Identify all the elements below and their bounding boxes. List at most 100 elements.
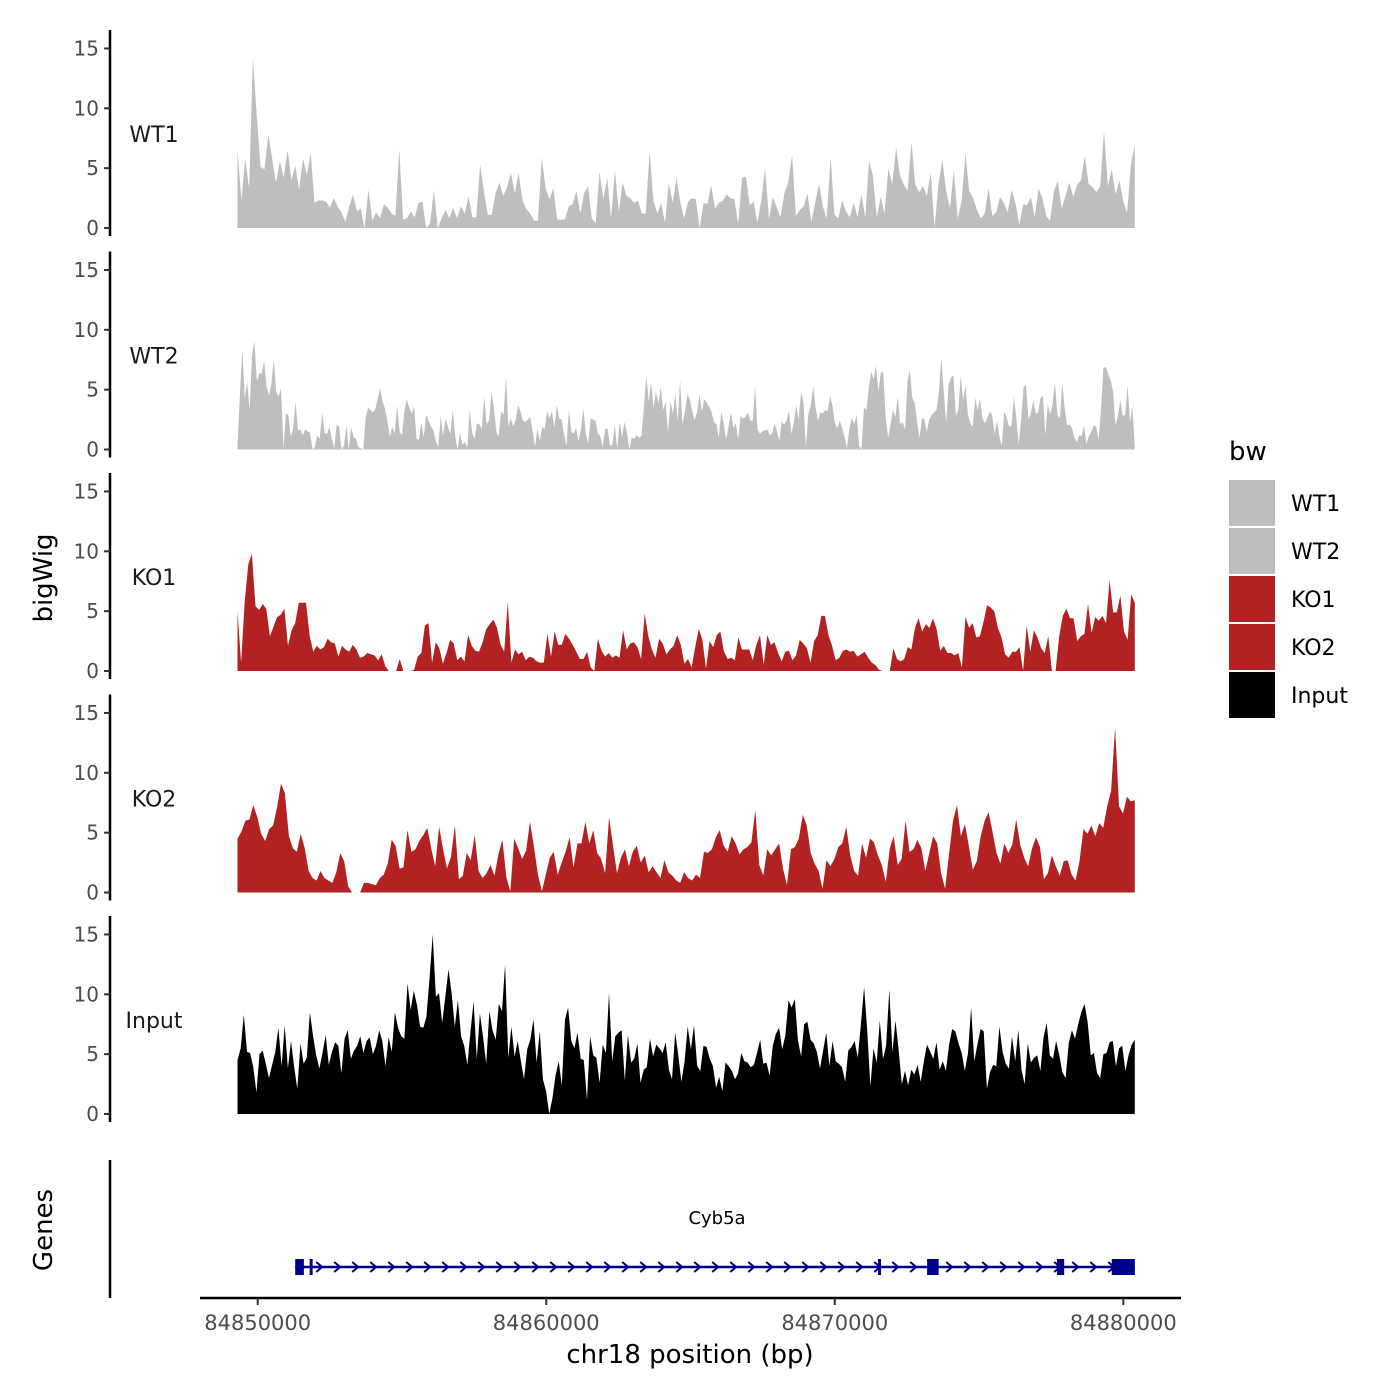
y-tick-label: 5: [86, 156, 99, 180]
x-tick-label: 84870000: [781, 1311, 888, 1335]
x-axis-title: chr18 position (bp): [566, 1340, 813, 1370]
strand-arrow: [369, 1261, 378, 1273]
exon-block: [295, 1259, 304, 1275]
strand-arrow: [621, 1261, 630, 1273]
legend-label: KO2: [1291, 636, 1336, 661]
strand-arrow: [891, 1261, 900, 1273]
strand-arrow: [423, 1261, 432, 1273]
x-tick-label: 84880000: [1070, 1311, 1177, 1335]
track-label: WT1: [129, 123, 178, 148]
strand-arrow: [999, 1261, 1008, 1273]
y-tick-label: 15: [74, 701, 99, 725]
strand-arrow: [747, 1261, 756, 1273]
strand-arrow: [765, 1261, 774, 1273]
strand-arrow: [837, 1261, 846, 1273]
strand-arrow: [855, 1261, 864, 1273]
strand-arrow: [675, 1261, 684, 1273]
strand-arrow: [459, 1261, 468, 1273]
y-tick-label: 10: [74, 982, 99, 1006]
legend-swatch: [1229, 672, 1275, 718]
strand-arrow: [819, 1261, 828, 1273]
strand-arrow: [711, 1261, 720, 1273]
strand-arrow: [495, 1261, 504, 1273]
strand-arrow: [909, 1261, 918, 1273]
track-area-input: [237, 934, 1135, 1114]
track-area-ko1: [237, 553, 1135, 671]
y-tick-label: 15: [74, 258, 99, 282]
legend-swatch: [1229, 624, 1275, 670]
y-tick-label: 0: [86, 881, 99, 905]
y-tick-label: 5: [86, 378, 99, 402]
strand-arrow: [1017, 1261, 1026, 1273]
track-ko2: 0 5 10 15 KO2: [74, 694, 1135, 905]
strand-arrow: [603, 1261, 612, 1273]
strand-arrow: [567, 1261, 576, 1273]
track-label: KO2: [132, 788, 177, 813]
y-tick-label: 10: [74, 318, 99, 342]
strand-arrow: [1035, 1261, 1044, 1273]
legend-swatch: [1229, 528, 1275, 574]
y-tick-label: 10: [74, 761, 99, 785]
y-tick-label: 10: [74, 96, 99, 120]
gene-name-label: Cyb5a: [688, 1208, 745, 1229]
strand-arrow: [1089, 1261, 1098, 1273]
x-tick-label: 84860000: [493, 1311, 600, 1335]
y-tick-label: 0: [86, 216, 99, 240]
strand-arrow: [549, 1261, 558, 1273]
legend: bw WT1 WT2 KO1 KO2 Input: [1229, 437, 1348, 718]
y-tick-label: 10: [74, 539, 99, 563]
strand-arrow: [315, 1261, 324, 1273]
y-tick-label: 5: [86, 821, 99, 845]
y-tick-label: 5: [86, 1042, 99, 1066]
y-tick-label: 0: [86, 1102, 99, 1126]
strand-arrow: [657, 1261, 666, 1273]
legend-swatch: [1229, 480, 1275, 526]
exon-block: [309, 1259, 313, 1275]
x-axis: 84850000 84860000 84870000 84880000: [200, 1296, 1181, 1335]
strand-arrow: [963, 1261, 972, 1273]
track-wt2: 0 5 10 15 WT2: [74, 251, 1135, 462]
track-label: WT2: [129, 345, 178, 370]
track-ko1: 0 5 10 15 KO1: [74, 473, 1135, 683]
strand-arrow: [693, 1261, 702, 1273]
strand-arrow: [513, 1261, 522, 1273]
strand-arrow: [729, 1261, 738, 1273]
strand-arrow: [405, 1261, 414, 1273]
strand-arrow: [441, 1261, 450, 1273]
exon-block: [927, 1259, 939, 1275]
legend-label: Input: [1291, 684, 1348, 709]
strand-arrow: [981, 1261, 990, 1273]
exon-block: [878, 1259, 882, 1275]
track-label: KO1: [132, 566, 177, 591]
strand-arrow: [387, 1261, 396, 1273]
y-tick-label: 15: [74, 479, 99, 503]
exon-block: [1056, 1259, 1065, 1275]
track-input: 0 5 10 15 Input: [74, 916, 1135, 1126]
exon-block: [1111, 1259, 1135, 1275]
legend-title: bw: [1229, 437, 1267, 467]
strand-arrow: [639, 1261, 648, 1273]
strand-arrow: [585, 1261, 594, 1273]
legend-swatch: [1229, 576, 1275, 622]
y-tick-label: 15: [74, 922, 99, 946]
gene-track-title: Genes: [29, 1189, 59, 1271]
y-tick-label: 0: [86, 659, 99, 683]
legend-label: WT1: [1291, 492, 1340, 517]
strand-arrow: [477, 1261, 486, 1273]
track-area-wt2: [237, 340, 1135, 450]
signal-tracks: 0 5 10 15 WT1 0 5 10 15 WT2 0 5 10 15 KO1 0 5 10 15 KO2 0 5 10…: [74, 30, 1135, 1126]
y-tick-label: 5: [86, 599, 99, 623]
strand-arrow: [333, 1261, 342, 1273]
track-area-wt1: [237, 58, 1135, 228]
strand-arrow: [531, 1261, 540, 1273]
y-tick-label: 0: [86, 438, 99, 462]
y-tick-label: 15: [74, 36, 99, 60]
track-label: Input: [126, 1009, 183, 1034]
strand-arrow: [945, 1261, 954, 1273]
x-tick-label: 84850000: [204, 1311, 311, 1335]
strand-arrow: [1071, 1261, 1080, 1273]
strand-arrow: [801, 1261, 810, 1273]
legend-label: WT2: [1291, 540, 1340, 565]
